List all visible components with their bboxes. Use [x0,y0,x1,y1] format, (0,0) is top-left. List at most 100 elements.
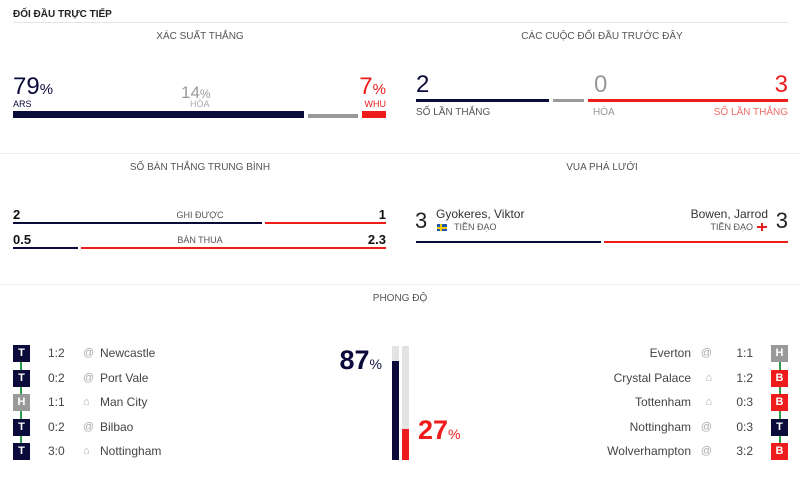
goals-conceded-label: BÀN THUA [177,235,223,245]
h2h-title: CÁC CUỘC ĐỐI ĐẦU TRƯỚC ĐÂY [521,31,683,42]
home-icon: ⌂ [83,445,90,457]
opponent-name: Wolverhampton [607,444,691,458]
home-scorer-name: Gyokeres, Viktor [436,207,525,221]
h2h-home-label: SỐ LẦN THẮNG [416,107,491,118]
form-connector [20,436,22,444]
opponent-name: Man City [100,395,148,409]
opponent-name: Nottingham [629,420,691,434]
home-form-row[interactable]: T 3:0 ⌂ Nottingham [13,442,213,460]
home-form-row[interactable]: T 0:2 @ Port Vale [13,369,213,387]
home-form-row[interactable]: T 0:2 @ Bilbao [13,418,213,436]
opponent-name: Newcastle [100,346,156,360]
home-form-row[interactable]: T 1:2 @ Newcastle [13,344,213,362]
goals-conceded-home: 0.5 [13,232,32,247]
away-form-pct: 27% [418,415,461,445]
goals-scored-label: GHI ĐƯỢC [176,210,224,220]
away-form-row[interactable]: Wolverhampton @ 3:2 B [588,442,788,460]
goals-conceded-away: 2.3 [367,232,386,247]
result-badge: B [771,442,788,460]
h2h-draw-label: HÒA [593,107,615,118]
opponent-name: Port Vale [100,371,149,385]
form-connector [779,362,781,370]
match-score: 0:3 [736,420,753,434]
home-form-bar-track [392,346,399,460]
divider [0,153,800,154]
h2h-draws: 0 [594,71,608,98]
h2h-away-bar [588,99,788,102]
draw-prob-bar [308,114,358,118]
match-score: 1:2 [48,346,65,360]
opponent-name: Nottingham [100,444,162,458]
goals-scored-away-bar [265,222,386,224]
win-prob-title: XÁC SUẤT THẮNG [156,31,244,42]
away-at-icon: @ [700,445,712,457]
goals-scored-away: 1 [378,207,386,222]
form-connector [20,387,22,395]
match-score: 0:3 [736,395,753,409]
home-icon: ⌂ [705,372,712,384]
home-icon: ⌂ [705,396,712,408]
h2h-home-wins: 2 [416,71,430,98]
result-badge: T [13,442,30,460]
result-badge: H [13,393,30,411]
result-badge: H [771,344,788,362]
form-connector [779,436,781,444]
match-score: 3:0 [48,444,65,458]
opponent-name: Tottenham [634,395,691,409]
home-win-prob: 79% [13,73,54,100]
top-scorer-title: VUA PHÁ LƯỚI [566,162,638,173]
result-badge: T [13,344,30,362]
away-at-icon: @ [83,421,95,433]
divider [0,284,800,285]
result-badge: T [13,418,30,436]
home-form-row[interactable]: H 1:1 ⌂ Man City [13,393,213,411]
opponent-name: Crystal Palace [613,371,691,385]
home-team-code: ARS [13,99,32,109]
divider [13,22,788,23]
goals-scored-home-bar [13,222,262,224]
draw-label: HÒA [190,99,210,109]
draw-prob: 14% [181,83,211,102]
result-badge: T [13,369,30,387]
opponent-name: Everton [649,346,691,360]
away-form-bar-track [402,346,409,460]
away-form-bar [402,429,409,460]
result-badge: B [771,393,788,411]
away-prob-bar [362,111,386,118]
away-form-row[interactable]: Crystal Palace ⌂ 1:2 B [588,369,788,387]
away-at-icon: @ [83,372,95,384]
h2h-away-wins: 3 [774,71,788,98]
h2h-draw-bar [553,99,584,102]
away-form-row[interactable]: Everton @ 1:1 H [588,344,788,362]
h2h-home-bar [416,99,549,102]
home-icon: ⌂ [83,396,90,408]
away-at-icon: @ [700,421,712,433]
away-form-row[interactable]: Nottingham @ 0:3 T [588,418,788,436]
away-scorer-bar [604,241,788,243]
match-score: 0:2 [48,371,65,385]
goals-conceded-home-bar [13,247,78,249]
away-form-row[interactable]: Tottenham ⌂ 0:3 B [588,393,788,411]
away-win-prob: 7% [359,73,386,100]
form-connector [20,362,22,370]
match-score: 3:2 [736,444,753,458]
home-form-pct: 87% [339,345,383,375]
form-connector [779,387,781,395]
home-prob-bar [13,111,304,118]
sweden-flag-icon [437,224,447,231]
goals-conceded-away-bar [81,247,386,249]
form-title: PHONG ĐỘ [372,293,428,304]
section-title: ĐỐI ĐẦU TRỰC TIẾP [13,9,112,20]
match-score: 1:1 [736,346,753,360]
away-at-icon: @ [83,347,95,359]
opponent-name: Bilbao [100,420,134,434]
match-score: 0:2 [48,420,65,434]
match-score: 1:1 [48,395,65,409]
home-scorer-position: TIỀN ĐẠO [454,222,497,232]
home-scorer-bar [416,241,601,243]
away-team-code: WHU [364,99,387,109]
result-badge: T [771,418,788,436]
away-scorer-goals: 3 [775,208,788,233]
result-badge: B [771,369,788,387]
away-scorer-name: Bowen, Jarrod [690,207,768,221]
